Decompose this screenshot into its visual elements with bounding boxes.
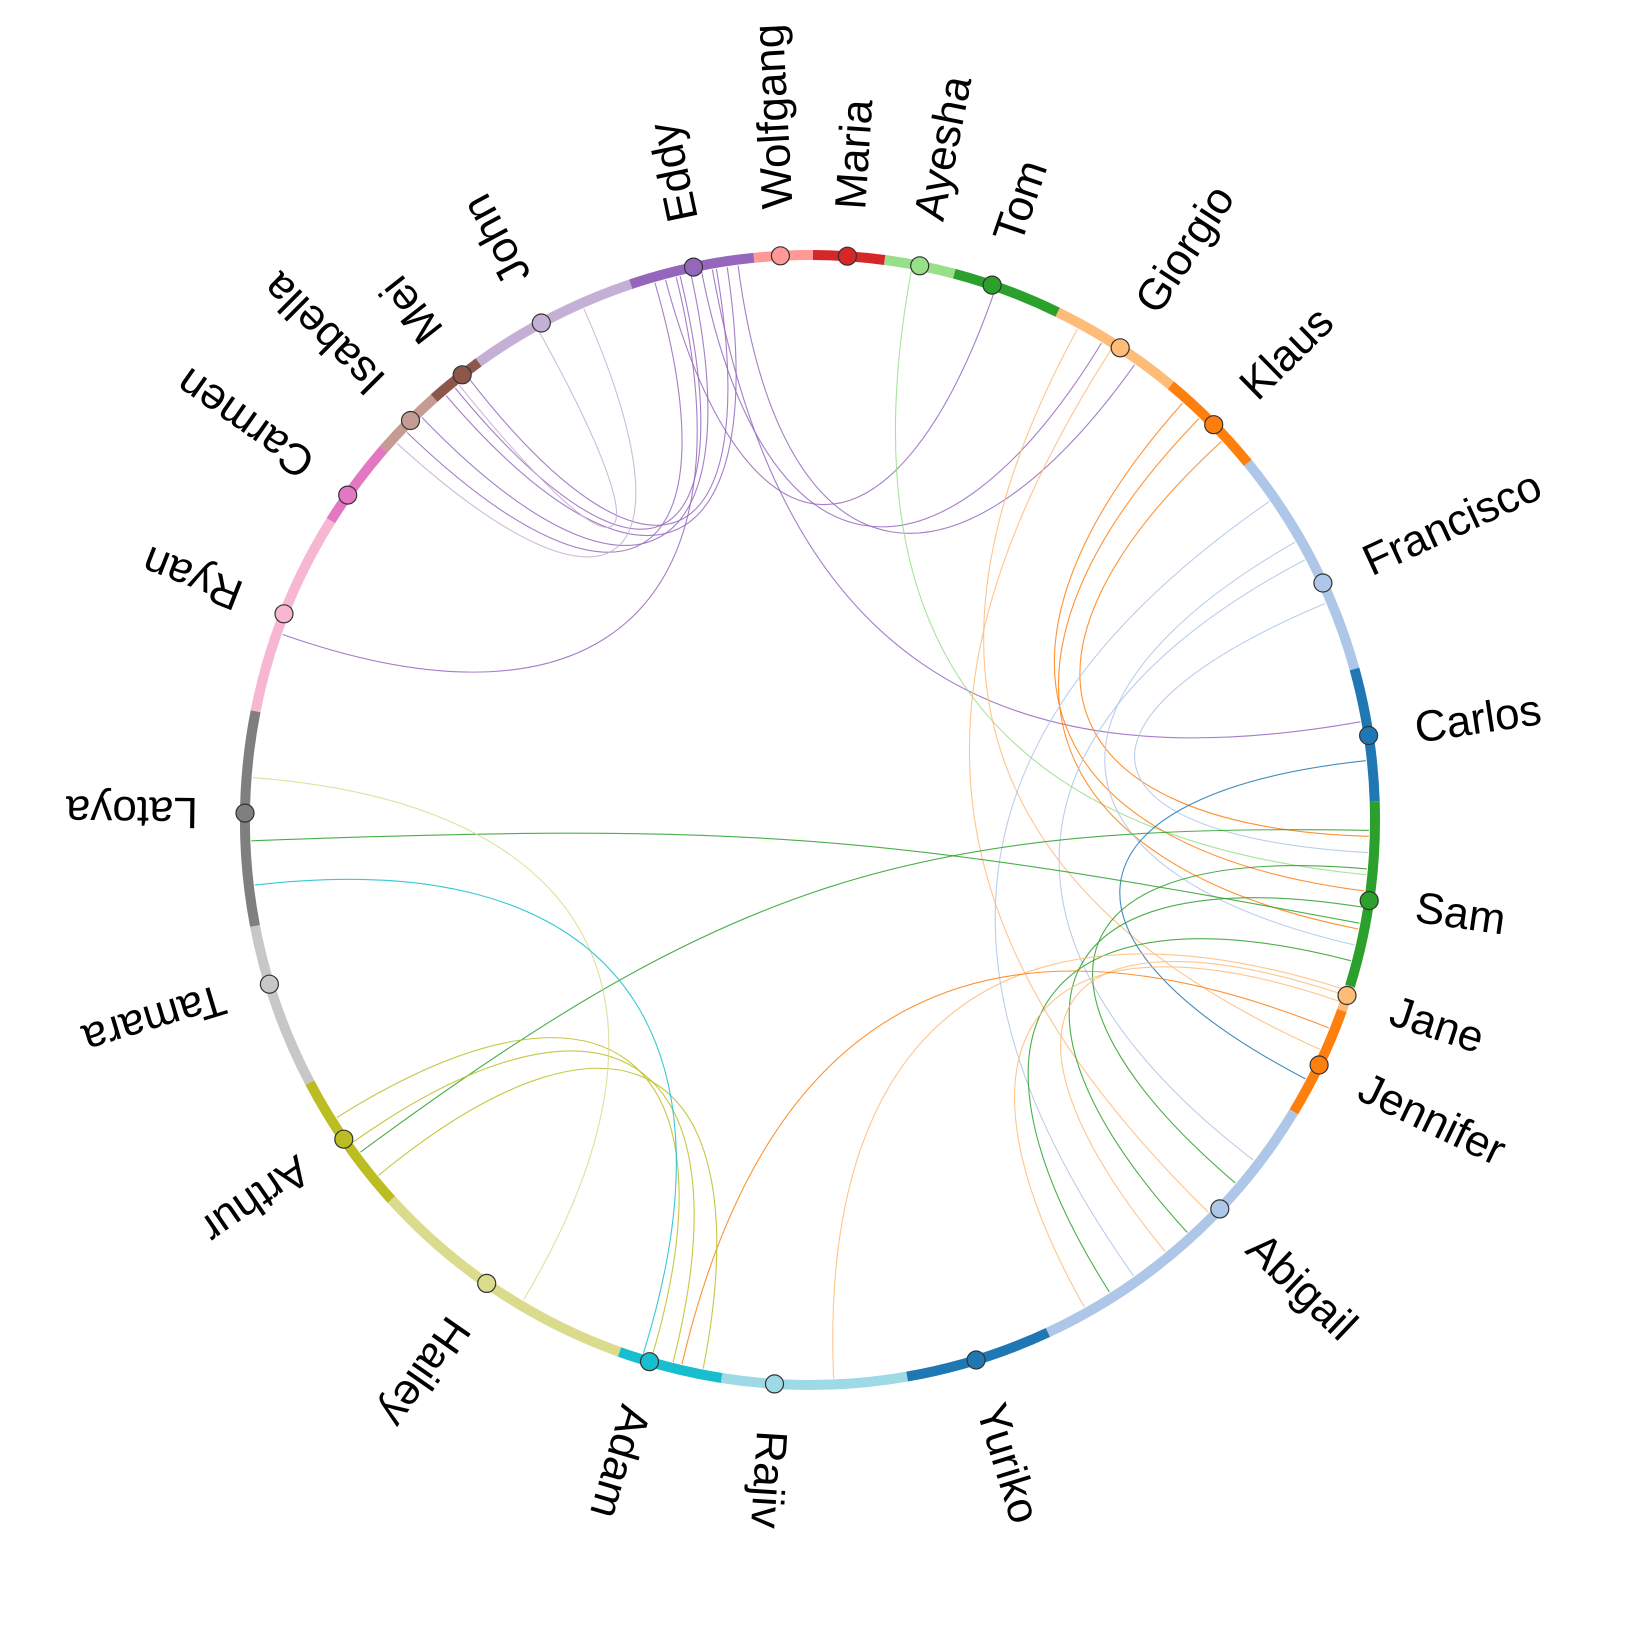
node-dot-ryan[interactable]	[274, 604, 294, 624]
node-label-ryan: Ryan	[136, 536, 250, 619]
link-klaus-sam	[1058, 418, 1359, 930]
link-francisco-abigail	[994, 500, 1270, 1277]
node-dot-jennifer[interactable]	[1309, 1055, 1329, 1075]
link-francisco-sam	[1134, 602, 1369, 854]
node-arc-adam	[617, 1347, 723, 1383]
node-label-jennifer: Jennifer	[1351, 1063, 1513, 1175]
node-label-tamara: Tamara	[76, 974, 231, 1064]
node-label-adam: Adam	[580, 1400, 660, 1524]
node-labels-layer: Eddy Wolfgang Maria Ayesha Tom GiorgioKlausFr…	[65, 23, 1549, 1530]
node-label-klaus: Klaus	[1230, 297, 1343, 409]
node-dot-arthur[interactable]	[334, 1129, 354, 1149]
link-francisco-sam	[1104, 541, 1355, 946]
node-label-mei: Mei	[370, 267, 452, 353]
link-giorgio-jennifer	[983, 328, 1321, 1050]
link-klaus-sam	[1079, 441, 1369, 837]
link-sam-abigail	[1068, 897, 1363, 1233]
link-carlos-jennifer	[1119, 760, 1366, 1080]
link-eddy-giorgio	[737, 265, 1135, 534]
node-arc-francisco	[1243, 459, 1360, 671]
node-label-latoya: Latoya	[65, 786, 198, 837]
node-label-jane: Jane	[1384, 987, 1490, 1063]
link-jane-abigail	[1060, 961, 1342, 1252]
node-label-hailey: Hailey	[370, 1308, 480, 1436]
link-eddy-isabella	[421, 273, 709, 547]
node-label-abigail: Abigail	[1237, 1224, 1367, 1350]
link-sam-abigail	[1027, 938, 1352, 1293]
node-dot-tom[interactable]	[982, 275, 1002, 295]
node-dot-tamara[interactable]	[259, 974, 279, 994]
node-label-wolfgang: Wolfgang	[744, 23, 803, 210]
node-dot-john[interactable]	[531, 313, 551, 333]
node-dots-layer	[235, 246, 1379, 1394]
node-dot-giorgio[interactable]	[1110, 338, 1130, 358]
node-label-eddy: Eddy	[639, 118, 708, 226]
node-dot-maria[interactable]	[837, 246, 858, 266]
node-label-isabella: Isabella	[252, 262, 394, 404]
node-dot-isabella[interactable]	[400, 410, 421, 431]
link-sam-abigail	[1092, 865, 1367, 1184]
link-arthur-adam	[336, 1037, 680, 1357]
link-eddy-ryan	[282, 277, 698, 673]
link-ayesha-sam	[894, 270, 1367, 876]
node-dot-yuriko[interactable]	[966, 1350, 986, 1370]
node-arc-john	[475, 279, 633, 367]
link-sam-arthur	[360, 829, 1369, 1153]
node-label-yuriko: Yuriko	[967, 1398, 1050, 1529]
node-dot-klaus[interactable]	[1204, 415, 1224, 435]
link-john-isabella	[396, 308, 637, 558]
node-dot-ayesha[interactable]	[910, 256, 930, 276]
node-dot-sam[interactable]	[1359, 890, 1379, 911]
link-eddy-mei	[445, 267, 737, 536]
node-label-arthur: Arthur	[192, 1146, 319, 1254]
node-dot-hailey[interactable]	[477, 1273, 497, 1294]
link-giorgio-abigail	[968, 348, 1209, 1213]
node-arc-hailey	[387, 1196, 622, 1357]
link-klaus-sam	[1054, 402, 1365, 892]
link-arthur-adam	[352, 1050, 695, 1363]
node-dot-carlos[interactable]	[1358, 725, 1379, 746]
node-dot-francisco[interactable]	[1313, 573, 1333, 593]
link-jane-rajiv	[832, 953, 1344, 1379]
node-label-rajiv: Rajiv	[741, 1429, 796, 1530]
node-label-tom: Tom	[984, 154, 1057, 248]
node-dot-rajiv[interactable]	[764, 1374, 785, 1394]
link-sam-latoya	[251, 832, 1360, 924]
node-arc-carmen	[326, 446, 388, 524]
link-eddy-mei	[467, 268, 729, 526]
node-label-ayesha: Ayesha	[905, 71, 982, 224]
node-dot-jane[interactable]	[1337, 985, 1357, 1006]
link-eddy-tom	[665, 279, 995, 506]
node-arc-tom	[953, 268, 1060, 317]
node-dot-mei[interactable]	[452, 365, 472, 385]
node-arc-tamara	[250, 924, 315, 1085]
node-label-maria: Maria	[826, 97, 882, 211]
link-jane-abigail	[1014, 966, 1340, 1308]
link-john-mei	[458, 330, 618, 528]
node-label-francisco: Francisco	[1355, 461, 1549, 585]
node-dot-carmen[interactable]	[338, 485, 358, 505]
node-label-carlos: Carlos	[1411, 685, 1544, 752]
links-layer	[251, 265, 1369, 1379]
node-dot-latoya[interactable]	[235, 803, 255, 823]
node-dot-eddy[interactable]	[683, 257, 704, 277]
link-eddy-giorgio	[701, 271, 1102, 528]
link-hailey-latoya	[252, 777, 610, 1301]
node-dot-adam[interactable]	[639, 1352, 660, 1372]
node-label-giorgio: Giorgio	[1126, 176, 1245, 321]
node-arc-rajiv	[720, 1371, 908, 1390]
link-jennifer-adam	[681, 970, 1330, 1365]
node-arc-abigail	[1045, 1109, 1299, 1338]
link-adam-latoya	[254, 878, 677, 1354]
node-dot-wolfgang[interactable]	[770, 246, 791, 266]
node-label-carmen: Carmen	[167, 358, 323, 488]
node-label-john: John	[452, 186, 540, 293]
node-label-sam: Sam	[1412, 883, 1509, 944]
node-dot-abigail[interactable]	[1210, 1199, 1230, 1219]
link-francisco-abigail	[1058, 559, 1306, 1161]
link-eddy-carlos	[711, 269, 1361, 739]
